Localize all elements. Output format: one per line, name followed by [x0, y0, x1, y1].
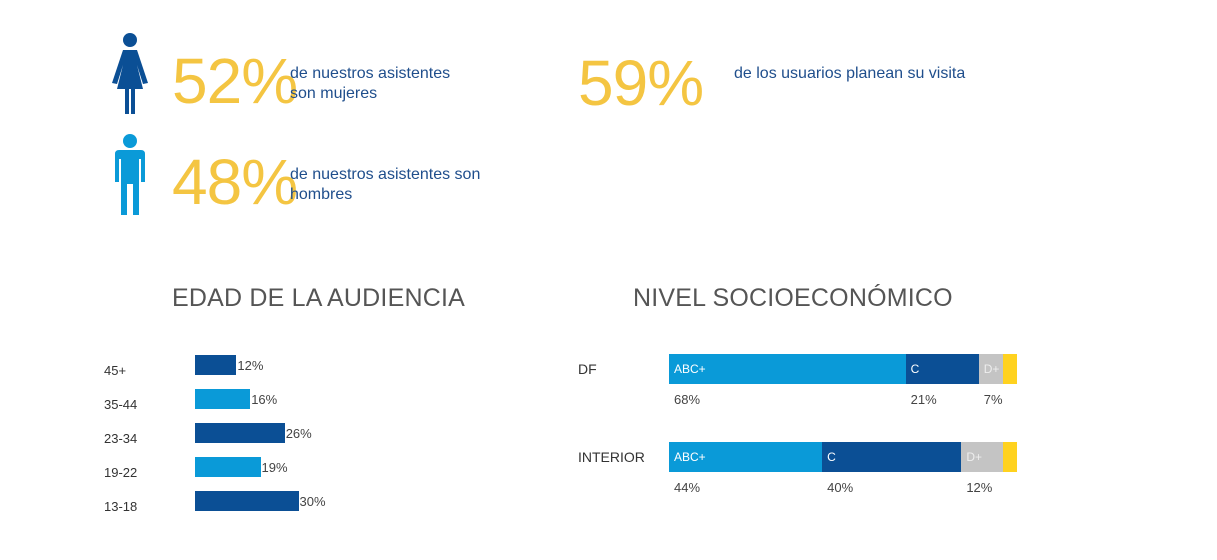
- nse-segment: [905, 354, 979, 384]
- plan-description: de los usuarios planean su visita: [734, 65, 966, 82]
- women-description-line2: son mujeres: [290, 85, 378, 102]
- age-value-label: 26%: [285, 426, 312, 441]
- age-category-label: 23-34: [104, 431, 138, 446]
- men-description: de nuestros asistentes son hombres: [290, 165, 480, 205]
- nse-segment: [669, 354, 906, 384]
- nse-segment: [978, 354, 1004, 384]
- men-description-line1: de nuestros asistentes son: [290, 166, 481, 183]
- women-description: de nuestros asistentes son mujeres: [290, 64, 450, 104]
- age-value-label: 12%: [237, 358, 264, 373]
- nse-percent-label: 7%: [983, 392, 1003, 407]
- nse-row-label: INTERIOR: [578, 449, 645, 465]
- nse-chart-title: NIVEL SOCIOECONÓMICO: [633, 284, 953, 312]
- age-category-label: 45+: [104, 363, 127, 378]
- nse-percent-label: 12%: [966, 480, 993, 495]
- age-bar: [195, 389, 251, 409]
- nse-segment: [1003, 442, 1017, 472]
- woman-icon: [112, 33, 148, 114]
- women-description-line1: de nuestros asistentes: [290, 65, 451, 82]
- age-bar: [195, 457, 261, 477]
- nse-segment-label: C: [827, 450, 836, 464]
- age-bar: [195, 423, 285, 443]
- nse-segment-label: D+: [966, 450, 982, 464]
- nse-percent-label: 44%: [674, 480, 701, 495]
- men-percent: 48%: [172, 146, 298, 218]
- age-category-label: 35-44: [104, 397, 138, 412]
- age-bar: [195, 491, 299, 511]
- age-bar: [195, 355, 237, 375]
- plan-percent: 59%: [578, 47, 704, 119]
- age-chart-title: EDAD DE LA AUDIENCIA: [172, 284, 465, 312]
- men-description-line2: hombres: [290, 186, 353, 203]
- nse-percent-label: 40%: [827, 480, 854, 495]
- age-value-label: 30%: [299, 494, 326, 509]
- age-category-label: 13-18: [104, 499, 138, 514]
- nse-percent-label: 21%: [910, 392, 937, 407]
- nse-segment: [822, 442, 962, 472]
- nse-row-label: DF: [578, 361, 597, 377]
- nse-segment: [669, 442, 823, 472]
- nse-segment: [961, 442, 1004, 472]
- nse-percent-label: 68%: [674, 392, 701, 407]
- age-category-label: 19-22: [104, 465, 138, 480]
- age-value-label: 16%: [251, 392, 278, 407]
- nse-segment-label: C: [910, 362, 920, 376]
- age-value-label: 19%: [261, 460, 288, 475]
- nse-segment-label: ABC+: [674, 450, 706, 464]
- nse-segment: [1003, 354, 1017, 384]
- man-icon: [115, 134, 145, 215]
- nse-segment-label: D+: [983, 362, 1000, 376]
- women-percent: 52%: [172, 45, 298, 117]
- nse-segment-label: ABC+: [674, 362, 706, 376]
